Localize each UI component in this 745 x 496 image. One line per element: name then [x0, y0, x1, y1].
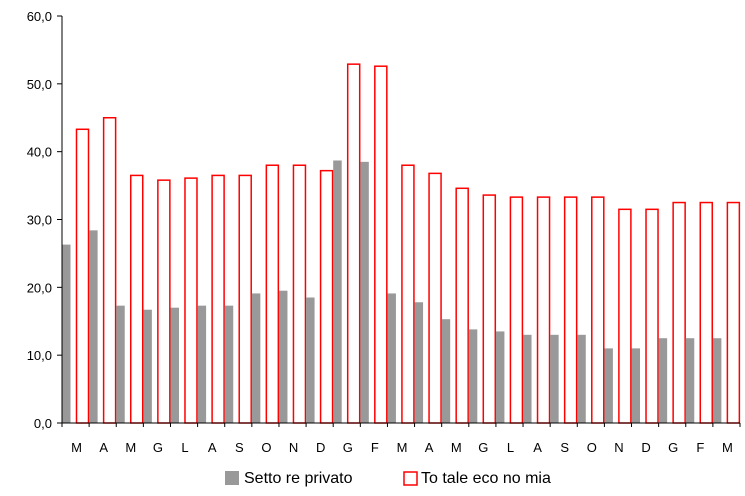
- bar-totale-economia: [645, 208, 659, 424]
- x-tick-label: O: [587, 440, 597, 455]
- x-tick-label: L: [507, 440, 514, 455]
- y-tick-label: 50,0: [27, 77, 52, 92]
- bar-settore-privato: [62, 244, 71, 423]
- bar-settore-privato: [631, 348, 641, 423]
- bar-totale-economia: [346, 63, 361, 424]
- bar-settore-privato: [550, 334, 559, 423]
- y-tick-label: 30,0: [27, 213, 52, 228]
- bar-settore-privato: [116, 305, 125, 423]
- bar-settore-privato: [441, 319, 451, 423]
- x-tick-label: A: [533, 440, 542, 455]
- bar-totale-economia: [374, 65, 388, 424]
- bar-totale-economia: [618, 208, 632, 424]
- x-tick-label: M: [722, 440, 733, 455]
- x-tick-label: N: [289, 440, 298, 455]
- bar-totale-economia: [102, 117, 117, 424]
- bar-totale-economia: [184, 177, 198, 424]
- x-tick-label: M: [397, 440, 408, 455]
- bar-totale-economia: [536, 196, 551, 424]
- bar-settore-privato: [387, 293, 396, 423]
- x-tick-label: S: [560, 440, 569, 455]
- y-ticks-group: 0,0 10,0 20,0 30,0 40,0 50,0 60,0: [27, 9, 62, 431]
- bar-totale-economia: [211, 174, 225, 424]
- x-tick-label: G: [668, 440, 678, 455]
- legend-swatch-settore-privato: [225, 471, 239, 485]
- bar-totale-economia: [401, 164, 415, 424]
- x-tick-label: A: [208, 440, 217, 455]
- bar-totale-economia: [75, 128, 90, 424]
- bar-totale-economia: [292, 164, 307, 424]
- bar-totale-economia: [319, 169, 334, 424]
- bar-totale-economia: [428, 172, 442, 424]
- y-tick-label: 60,0: [27, 9, 52, 24]
- y-tick-label: 0,0: [34, 416, 52, 431]
- bar-settore-privato: [712, 338, 722, 423]
- x-tick-label: M: [451, 440, 462, 455]
- bar-settore-privato: [197, 305, 207, 423]
- legend-swatch-totale-economia: [403, 471, 418, 486]
- x-tick-label: M: [125, 440, 136, 455]
- y-tick-label: 40,0: [27, 145, 52, 160]
- bars-group: [62, 63, 741, 424]
- x-tick-label: A: [99, 440, 108, 455]
- legend-label-totale-economia: To tale eco no mia: [421, 470, 551, 487]
- x-tick-label: A: [425, 440, 434, 455]
- bar-totale-economia: [129, 174, 144, 424]
- x-tick-label: G: [153, 440, 163, 455]
- bar-settore-privato: [685, 338, 695, 423]
- bar-settore-privato: [523, 334, 532, 423]
- bar-totale-economia: [482, 194, 497, 424]
- x-tick-label: D: [641, 440, 650, 455]
- x-tick-label: F: [696, 440, 704, 455]
- y-tick-label: 20,0: [27, 280, 52, 295]
- bar-totale-economia: [726, 201, 741, 424]
- legend-label-settore-privato: Setto re privato: [244, 470, 353, 487]
- bar-totale-economia: [238, 174, 252, 424]
- bar-totale-economia: [265, 164, 280, 424]
- bar-settore-privato: [468, 329, 478, 423]
- bar-settore-privato: [414, 302, 424, 423]
- bar-settore-privato: [89, 230, 98, 423]
- bar-totale-economia: [699, 201, 714, 424]
- x-tick-label: F: [371, 440, 379, 455]
- bar-settore-privato: [306, 297, 315, 423]
- bar-settore-privato: [604, 348, 613, 423]
- bar-totale-economia: [455, 187, 469, 424]
- bar-settore-privato: [170, 307, 179, 423]
- x-tick-label: G: [343, 440, 353, 455]
- x-tick-label: D: [316, 440, 325, 455]
- bar-totale-economia: [157, 179, 171, 424]
- bar-settore-privato: [224, 305, 234, 423]
- bar-settore-privato: [278, 290, 288, 423]
- bar-totale-economia: [563, 196, 578, 424]
- bar-settore-privato: [495, 331, 505, 423]
- x-tick-label: N: [614, 440, 623, 455]
- bar-settore-privato: [333, 160, 342, 424]
- x-tick-label: G: [478, 440, 488, 455]
- x-tick-label: S: [235, 440, 244, 455]
- bar-totale-economia: [509, 196, 524, 424]
- y-tick-label: 10,0: [27, 348, 52, 363]
- bar-settore-privato: [577, 334, 586, 423]
- bar-totale-economia: [591, 196, 605, 424]
- legend: Setto re privato To tale eco no mia: [225, 470, 551, 487]
- bar-settore-privato: [251, 293, 261, 423]
- bar-totale-economia: [672, 201, 686, 424]
- x-tick-label: L: [181, 440, 188, 455]
- bar-settore-privato: [360, 161, 369, 423]
- bar-settore-privato: [143, 309, 152, 423]
- x-tick-label: M: [71, 440, 82, 455]
- x-tick-label: O: [261, 440, 271, 455]
- bar-settore-privato: [658, 338, 668, 423]
